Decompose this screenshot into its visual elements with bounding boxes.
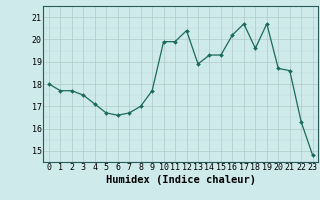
X-axis label: Humidex (Indice chaleur): Humidex (Indice chaleur)	[106, 175, 256, 185]
